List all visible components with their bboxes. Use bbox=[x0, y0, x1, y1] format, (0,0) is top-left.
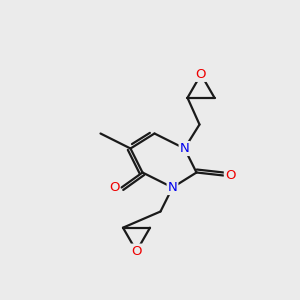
Text: O: O bbox=[225, 169, 236, 182]
Text: N: N bbox=[180, 142, 189, 155]
Text: O: O bbox=[196, 68, 206, 81]
Text: N: N bbox=[168, 181, 177, 194]
Text: O: O bbox=[131, 244, 142, 258]
Text: O: O bbox=[109, 181, 119, 194]
